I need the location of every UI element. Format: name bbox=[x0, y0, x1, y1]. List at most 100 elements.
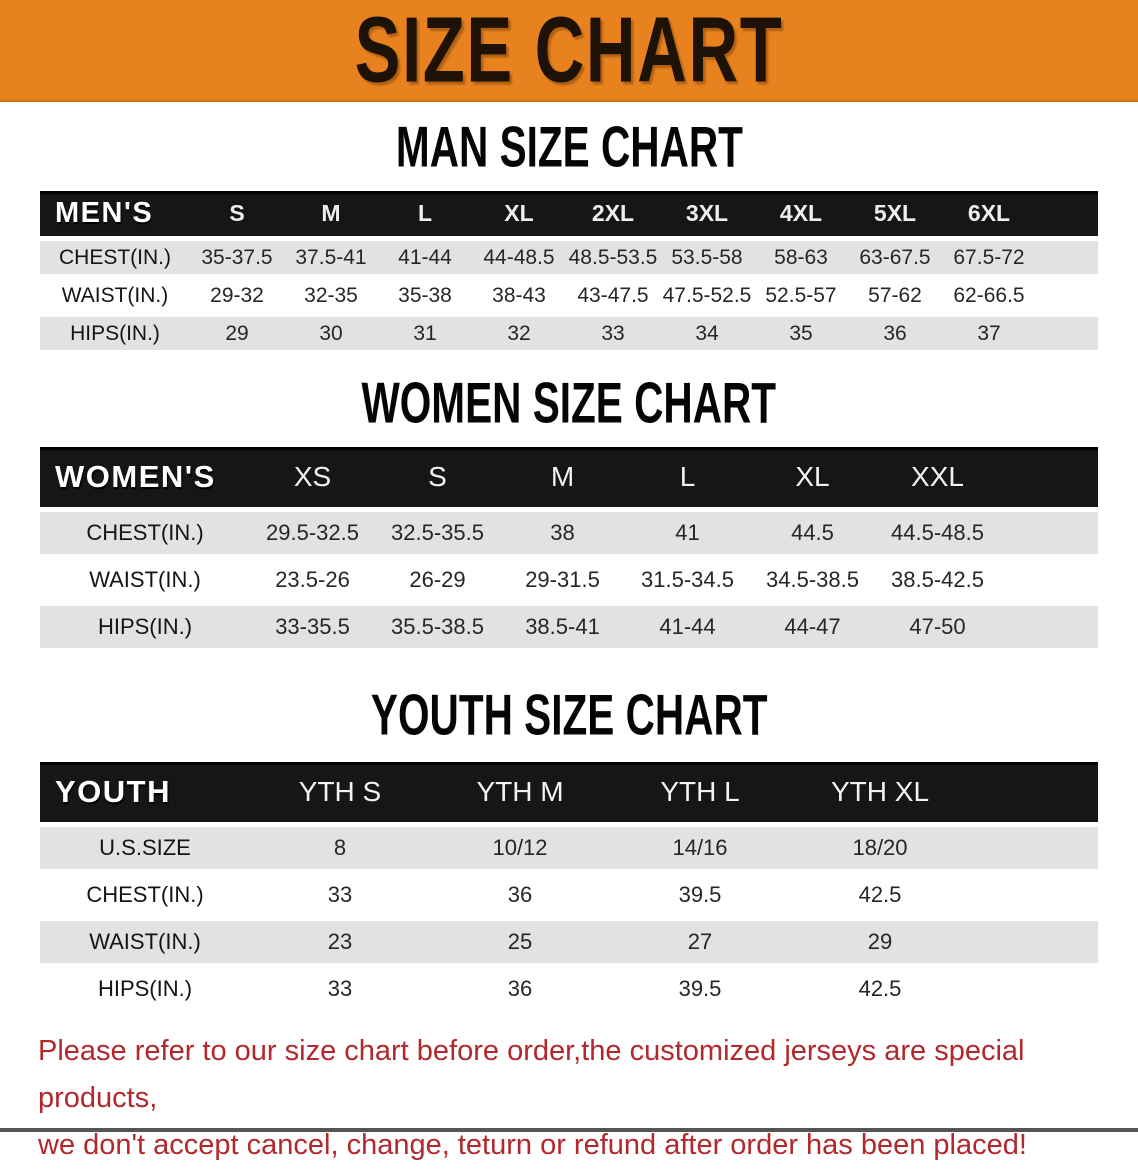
women-cell-value: 33-35.5 bbox=[275, 614, 350, 640]
youth-row-label: CHEST(IN.) bbox=[86, 881, 204, 907]
women-table-header-row: WOMEN'S XS S M L XL XXL bbox=[40, 447, 1098, 508]
men-table-row: WAIST(IN.) 29-32 32-35 35-38 38-43 43-47.5 47.… bbox=[40, 279, 1098, 313]
youth-cell-value: 33 bbox=[327, 881, 353, 907]
men-size-column-header: M bbox=[321, 200, 341, 227]
men-table-row: CHEST(IN.) 35-37.5 37.5-41 41-44 44-48.5 48.5… bbox=[40, 241, 1098, 275]
women-size-chart-heading: WOMEN SIZE CHART bbox=[0, 373, 1138, 436]
youth-size-column-header: YTH S bbox=[298, 775, 382, 807]
men-cell-value: 43-47.5 bbox=[577, 283, 649, 307]
youth-cell-value: 39.5 bbox=[678, 881, 722, 907]
youth-size-column-header: YTH XL bbox=[830, 775, 930, 807]
men-cell-value: 29 bbox=[225, 321, 249, 345]
footer-disclaimer: Please refer to our size chart before or… bbox=[38, 1028, 1124, 1169]
men-size-column-header: 4XL bbox=[779, 200, 823, 227]
youth-size-chart-heading: YOUTH SIZE CHART bbox=[0, 685, 1138, 748]
youth-row-label: WAIST(IN.) bbox=[89, 928, 201, 954]
women-cell-value: 38 bbox=[550, 520, 575, 546]
youth-cell-value: 25 bbox=[507, 928, 533, 954]
women-cell-value: 35.5-38.5 bbox=[391, 614, 484, 640]
men-cell-value: 37 bbox=[977, 321, 1001, 345]
women-size-column-header: XL bbox=[795, 461, 830, 493]
men-table-header-row: MEN'S S M L XL 2XL 3XL 4XL 5XL 6XL bbox=[40, 191, 1098, 237]
women-row-label: WAIST(IN.) bbox=[89, 567, 201, 593]
youth-size-chart-heading-text: YOUTH SIZE CHART bbox=[370, 684, 768, 749]
footer-disclaimer-line1: Please refer to our size chart before or… bbox=[38, 1034, 1025, 1114]
women-cell-value: 44.5 bbox=[791, 520, 834, 546]
women-cell-value: 32.5-35.5 bbox=[391, 520, 484, 546]
men-size-column-header: 3XL bbox=[685, 200, 729, 227]
women-row-filler bbox=[1000, 606, 1098, 648]
women-table-row: HIPS(IN.) 33-35.5 35.5-38.5 38.5-41 41-44 44-… bbox=[40, 606, 1098, 649]
women-size-column-header: L bbox=[679, 461, 696, 493]
men-size-column-header: L bbox=[417, 200, 433, 227]
men-cell-value: 57-62 bbox=[868, 283, 922, 307]
bottom-border bbox=[0, 1128, 1138, 1132]
women-header-filler bbox=[1000, 447, 1098, 507]
women-cell-value: 41-44 bbox=[659, 614, 716, 640]
youth-row-label: U.S.SIZE bbox=[99, 834, 191, 860]
women-cell-value: 38.5-41 bbox=[525, 614, 600, 640]
youth-cell-value: 36 bbox=[507, 975, 533, 1001]
women-table-row: WAIST(IN.) 23.5-26 26-29 29-31.5 31.5-34.5 34… bbox=[40, 559, 1098, 602]
women-row-label: HIPS(IN.) bbox=[97, 614, 193, 640]
women-size-table: WOMEN'S XS S M L XL XXL CHEST(IN.) 29.5-32.5 32.5… bbox=[40, 447, 1098, 649]
men-cell-value: 33 bbox=[601, 321, 625, 345]
women-table-row: CHEST(IN.) 29.5-32.5 32.5-35.5 38 41 44.5 44.5… bbox=[40, 512, 1098, 555]
women-size-column-header: XS bbox=[293, 461, 332, 493]
men-cell-value: 35-37.5 bbox=[201, 245, 273, 269]
men-cell-value: 47.5-52.5 bbox=[662, 283, 752, 307]
men-size-column-header: 2XL bbox=[591, 200, 635, 227]
youth-size-column-header: YTH M bbox=[476, 775, 564, 807]
men-cell-value: 63-67.5 bbox=[859, 245, 931, 269]
men-cell-value: 31 bbox=[413, 321, 437, 345]
youth-size-column-header: YTH L bbox=[660, 775, 740, 807]
youth-cell-value: 8 bbox=[333, 834, 347, 860]
women-cell-value: 44.5-48.5 bbox=[891, 520, 984, 546]
women-cell-value: 47-50 bbox=[909, 614, 966, 640]
men-table-row: HIPS(IN.) 29 30 31 32 33 34 35 36 37 bbox=[40, 317, 1098, 351]
men-cell-value: 67.5-72 bbox=[953, 245, 1025, 269]
youth-cell-value: 27 bbox=[687, 928, 713, 954]
men-row-filler bbox=[1036, 241, 1098, 274]
women-cell-value: 26-29 bbox=[409, 567, 466, 593]
youth-cell-value: 42.5 bbox=[858, 881, 902, 907]
women-table-header-label: WOMEN'S bbox=[55, 459, 216, 495]
youth-row-filler bbox=[970, 827, 1098, 869]
man-size-chart-heading: MAN SIZE CHART bbox=[0, 116, 1138, 179]
youth-table-row: CHEST(IN.) 33 36 39.5 42.5 bbox=[40, 873, 1098, 916]
size-chart-banner-title: SIZE CHART bbox=[354, 0, 784, 102]
women-cell-value: 41 bbox=[675, 520, 700, 546]
youth-cell-value: 23 bbox=[327, 928, 353, 954]
women-cell-value: 29.5-32.5 bbox=[266, 520, 359, 546]
youth-cell-value: 18/20 bbox=[852, 834, 908, 860]
women-size-column-header: M bbox=[550, 461, 575, 493]
men-cell-value: 32-35 bbox=[304, 283, 358, 307]
women-cell-value: 23.5-26 bbox=[275, 567, 350, 593]
men-cell-value: 35 bbox=[789, 321, 813, 345]
women-cell-value: 38.5-42.5 bbox=[891, 567, 984, 593]
youth-row-filler bbox=[970, 968, 1098, 1010]
men-size-column-header: 5XL bbox=[873, 200, 917, 227]
youth-size-table: YOUTH YTH S YTH M YTH L YTH XL U.S.SIZE 8 10/12… bbox=[40, 761, 1098, 1010]
youth-row-filler bbox=[970, 921, 1098, 963]
men-size-column-header: 6XL bbox=[967, 200, 1011, 227]
men-row-filler bbox=[1036, 317, 1098, 350]
men-row-filler bbox=[1036, 279, 1098, 312]
men-table-header-label: MEN'S bbox=[55, 197, 154, 230]
youth-row-filler bbox=[970, 874, 1098, 916]
women-cell-value: 44-47 bbox=[784, 614, 841, 640]
women-row-label: CHEST(IN.) bbox=[86, 520, 204, 546]
youth-cell-value: 39.5 bbox=[678, 975, 722, 1001]
men-cell-value: 37.5-41 bbox=[295, 245, 367, 269]
youth-table-header-row: YOUTH YTH S YTH M YTH L YTH XL bbox=[40, 761, 1098, 822]
youth-cell-value: 42.5 bbox=[858, 975, 902, 1001]
size-chart-banner: SIZE CHART bbox=[0, 0, 1138, 102]
youth-cell-value: 36 bbox=[507, 881, 533, 907]
men-row-label: CHEST(IN.) bbox=[59, 245, 171, 269]
youth-table-header-label: YOUTH bbox=[55, 773, 171, 809]
men-size-column-header: S bbox=[229, 200, 245, 227]
men-cell-value: 38-43 bbox=[492, 283, 546, 307]
men-cell-value: 36 bbox=[883, 321, 907, 345]
women-cell-value: 34.5-38.5 bbox=[766, 567, 859, 593]
women-row-filler bbox=[1000, 512, 1098, 554]
